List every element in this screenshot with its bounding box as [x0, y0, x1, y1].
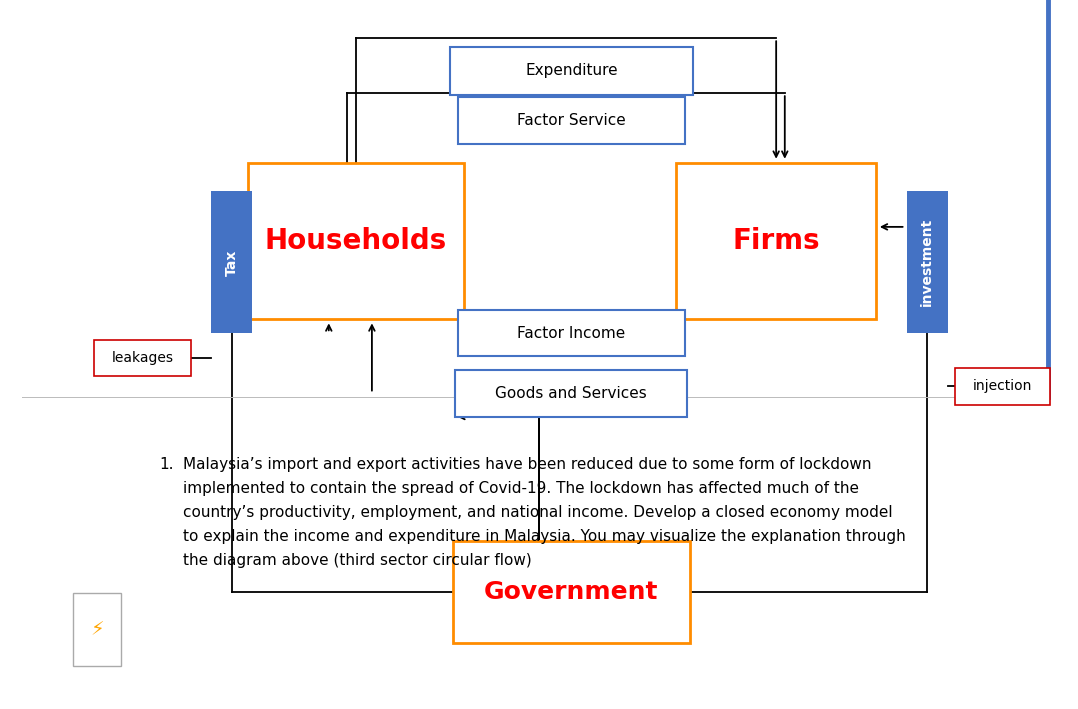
Text: 1.: 1.: [160, 457, 174, 472]
FancyBboxPatch shape: [458, 97, 685, 143]
FancyBboxPatch shape: [451, 47, 693, 95]
Text: Government: Government: [484, 580, 659, 604]
Text: leakages: leakages: [111, 351, 174, 365]
Text: injection: injection: [972, 379, 1033, 393]
FancyBboxPatch shape: [211, 191, 252, 333]
Text: Factor Service: Factor Service: [517, 113, 625, 128]
Text: Tax: Tax: [225, 249, 238, 276]
FancyBboxPatch shape: [458, 311, 685, 356]
FancyBboxPatch shape: [453, 540, 690, 644]
FancyBboxPatch shape: [955, 368, 1050, 405]
Text: investment: investment: [921, 218, 934, 306]
FancyBboxPatch shape: [94, 340, 191, 376]
Text: Firms: Firms: [732, 227, 820, 255]
Text: Factor Income: Factor Income: [517, 325, 625, 341]
FancyBboxPatch shape: [907, 191, 948, 333]
Text: Malaysia’s import and export activities have been reduced due to some form of lo: Malaysia’s import and export activities …: [183, 457, 906, 569]
FancyBboxPatch shape: [248, 163, 464, 319]
Text: Expenditure: Expenditure: [525, 63, 618, 79]
Text: Households: Households: [264, 227, 447, 255]
FancyBboxPatch shape: [456, 370, 688, 417]
FancyBboxPatch shape: [677, 163, 875, 319]
Text: Goods and Services: Goods and Services: [496, 386, 647, 401]
